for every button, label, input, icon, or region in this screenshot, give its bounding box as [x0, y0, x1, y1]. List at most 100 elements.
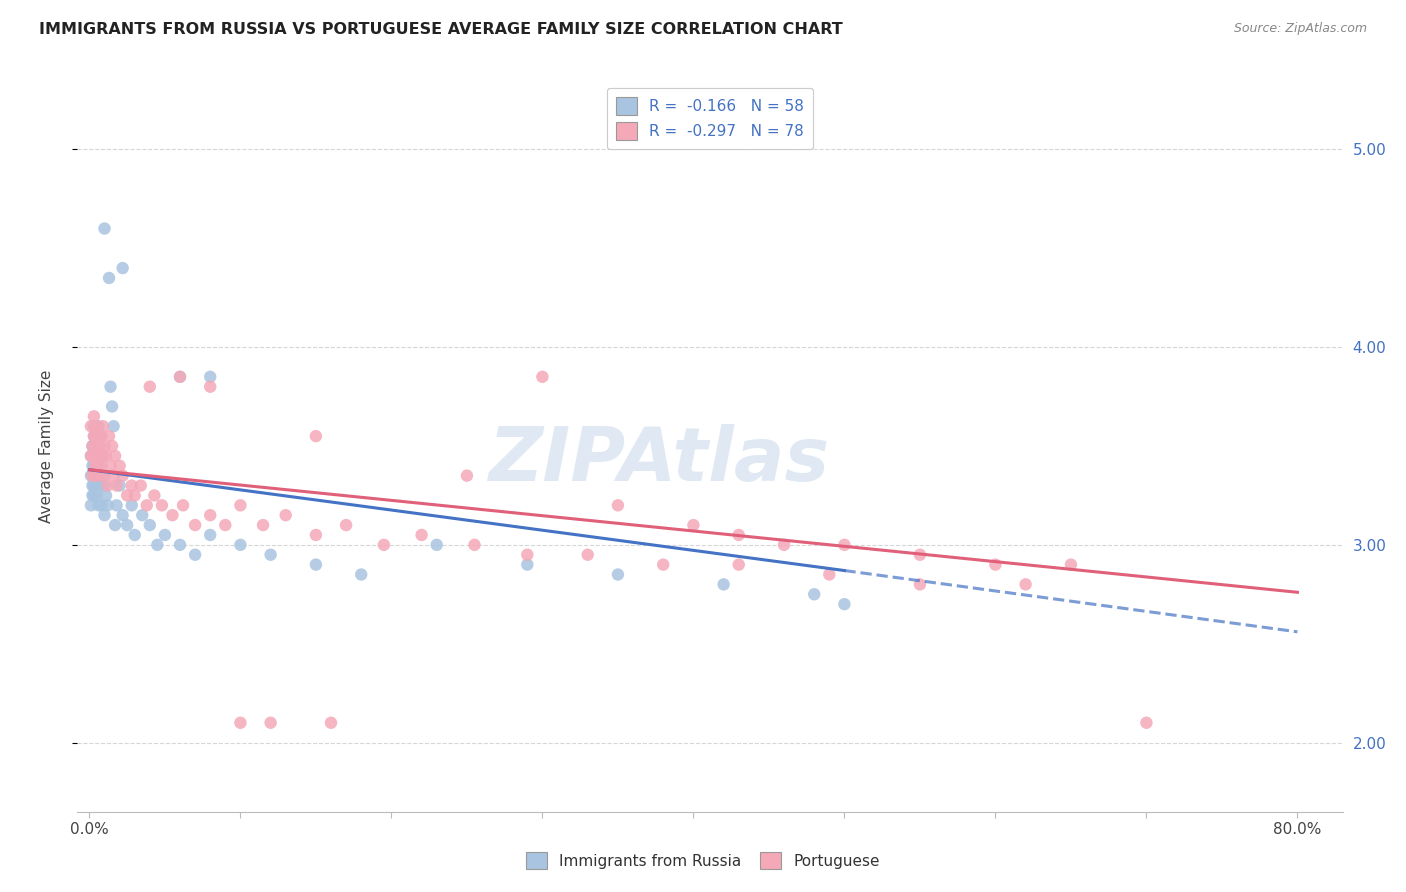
Point: [80, 449, 103, 463]
Point: [105, 478, 128, 492]
Point: [101, 400, 124, 414]
Point: [516, 548, 538, 562]
Point: [184, 548, 207, 562]
Point: [82, 458, 104, 473]
Point: [200, 528, 222, 542]
Point: [143, 488, 166, 502]
Point: [426, 538, 449, 552]
Point: [908, 548, 931, 562]
Point: [89, 468, 111, 483]
Point: [305, 528, 328, 542]
Point: [86, 458, 108, 473]
Point: [87, 449, 110, 463]
Point: [162, 508, 184, 523]
Point: [80, 449, 103, 463]
Point: [89, 429, 111, 443]
Point: [834, 597, 856, 611]
Point: [90, 458, 112, 473]
Point: [83, 458, 105, 473]
Point: [111, 261, 134, 276]
Point: [200, 369, 222, 384]
Point: [139, 380, 162, 394]
Point: [606, 567, 628, 582]
Point: [82, 478, 104, 492]
Point: [89, 478, 111, 492]
Point: [80, 468, 103, 483]
Point: [84, 449, 107, 463]
Point: [984, 558, 1007, 572]
Point: [83, 478, 105, 492]
Point: [121, 498, 143, 512]
Point: [86, 439, 108, 453]
Point: [86, 419, 108, 434]
Point: [727, 528, 749, 542]
Point: [93, 439, 115, 453]
Text: Source: ZipAtlas.com: Source: ZipAtlas.com: [1233, 22, 1367, 36]
Point: [86, 468, 108, 483]
Point: [411, 528, 433, 542]
Point: [96, 478, 118, 492]
Point: [606, 498, 628, 512]
Point: [169, 369, 191, 384]
Point: [80, 498, 103, 512]
Point: [150, 498, 173, 512]
Point: [834, 538, 856, 552]
Point: [93, 478, 115, 492]
Point: [90, 498, 112, 512]
Point: [319, 715, 342, 730]
Point: [214, 518, 236, 533]
Legend: R =  -0.166   N = 58, R =  -0.297   N = 78: R = -0.166 N = 58, R = -0.297 N = 78: [606, 88, 814, 149]
Point: [229, 715, 252, 730]
Point: [104, 518, 127, 533]
Point: [135, 498, 157, 512]
Y-axis label: Average Family Size: Average Family Size: [39, 369, 53, 523]
Point: [818, 567, 841, 582]
Text: ZIPAtlas: ZIPAtlas: [489, 424, 830, 497]
Text: IMMIGRANTS FROM RUSSIA VS PORTUGUESE AVERAGE FAMILY SIZE CORRELATION CHART: IMMIGRANTS FROM RUSSIA VS PORTUGUESE AVE…: [39, 22, 844, 37]
Point: [516, 558, 538, 572]
Point: [274, 508, 297, 523]
Point: [115, 518, 138, 533]
Point: [131, 508, 153, 523]
Point: [576, 548, 599, 562]
Point: [456, 468, 478, 483]
Point: [108, 478, 131, 492]
Point: [305, 429, 328, 443]
Point: [87, 458, 110, 473]
Point: [682, 518, 704, 533]
Point: [94, 488, 117, 502]
Point: [83, 488, 105, 502]
Point: [82, 439, 104, 453]
Point: [84, 458, 107, 473]
Point: [94, 449, 117, 463]
Point: [139, 518, 162, 533]
Point: [93, 508, 115, 523]
Point: [90, 429, 112, 443]
Point: [200, 508, 222, 523]
Point: [90, 449, 112, 463]
Point: [84, 429, 107, 443]
Point: [252, 518, 274, 533]
Point: [169, 369, 191, 384]
Point: [98, 271, 121, 285]
Point: [200, 380, 222, 394]
Point: [259, 715, 281, 730]
Point: [89, 439, 111, 453]
Point: [87, 498, 110, 512]
Point: [93, 468, 115, 483]
Point: [83, 419, 105, 434]
Point: [83, 429, 105, 443]
Point: [91, 419, 114, 434]
Point: [121, 478, 143, 492]
Point: [124, 488, 146, 502]
Point: [727, 558, 749, 572]
Point: [103, 419, 125, 434]
Point: [91, 449, 114, 463]
Point: [111, 508, 134, 523]
Point: [100, 380, 122, 394]
Point: [463, 538, 485, 552]
Point: [305, 558, 328, 572]
Point: [652, 558, 675, 572]
Point: [146, 538, 169, 552]
Point: [93, 221, 115, 235]
